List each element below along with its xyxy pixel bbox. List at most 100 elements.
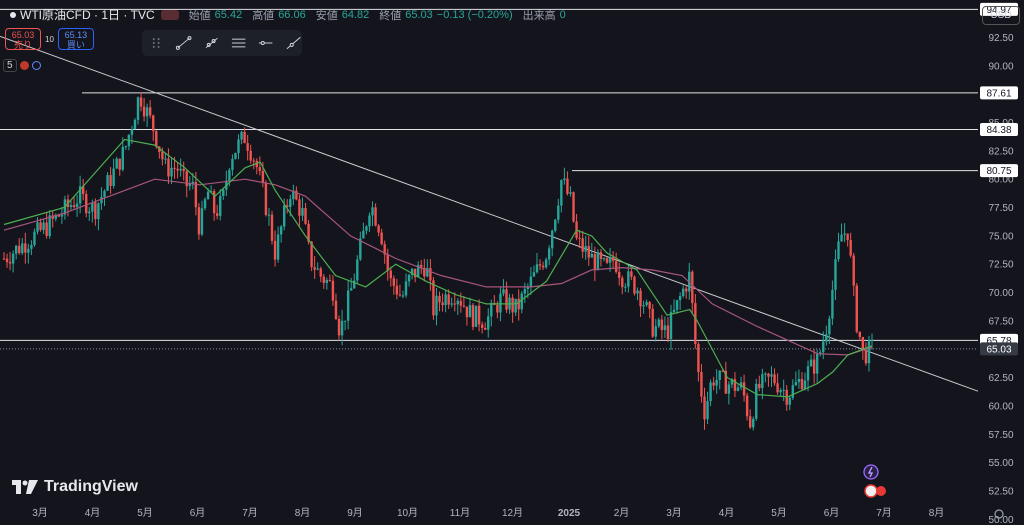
candle-body	[36, 222, 39, 232]
current-price-badge[interactable]	[980, 342, 1018, 356]
indicator-value[interactable]: 5	[3, 59, 17, 72]
candle-body	[706, 401, 709, 420]
candle-body	[819, 352, 822, 354]
candle-body	[666, 325, 670, 340]
candle-body	[164, 158, 167, 160]
candle-body	[215, 213, 219, 216]
candle-body	[401, 295, 405, 297]
level-price-badge[interactable]	[980, 164, 1018, 178]
y-tick-label: 80.00	[988, 175, 1013, 186]
candle-body	[584, 246, 587, 252]
level-price-badge[interactable]	[980, 86, 1018, 100]
candle-body	[770, 374, 773, 377]
event-icons[interactable]	[863, 464, 886, 498]
currency-selector[interactable]: USD	[982, 6, 1020, 25]
y-tick-label: 82.50	[988, 146, 1013, 157]
candle-body	[435, 295, 438, 316]
candle-body	[654, 326, 657, 337]
horizontal-line-tool-icon[interactable]	[257, 35, 274, 51]
candle-body	[541, 265, 545, 268]
sync-icon[interactable]	[31, 61, 41, 70]
x-tick-label: 3月	[32, 507, 48, 519]
market-status-icon[interactable]	[160, 9, 179, 20]
candle-body	[295, 190, 298, 200]
extended-line-tool-icon[interactable]	[285, 35, 302, 51]
indicator-legend[interactable]: 5	[3, 59, 41, 72]
level-price-badge[interactable]	[980, 122, 1018, 136]
parallel-channel-tool-icon[interactable]	[230, 35, 247, 51]
candle-body	[292, 190, 295, 200]
candle-body	[182, 168, 185, 172]
flag-event-icon[interactable]	[864, 484, 878, 498]
candle-body	[846, 233, 849, 241]
candle-body	[730, 379, 734, 385]
candle-body	[532, 272, 536, 277]
candle-body	[450, 303, 453, 305]
candle-body	[779, 390, 782, 393]
close-label: 終値	[379, 9, 402, 22]
candle-body	[822, 341, 825, 353]
trend-line-tool-icon[interactable]	[175, 35, 192, 51]
candle-body	[773, 374, 776, 384]
candle-body	[715, 379, 718, 386]
lightning-event-icon[interactable]	[863, 464, 879, 480]
flag-event-icon-2[interactable]	[876, 486, 886, 496]
candle-body	[334, 300, 338, 319]
candle-body	[812, 359, 816, 374]
candle-body	[389, 270, 392, 279]
x-tick-label: 6月	[190, 507, 206, 519]
candle-body	[624, 286, 627, 288]
y-tick-label: 92.50	[988, 33, 1013, 44]
candle-body	[849, 240, 852, 256]
alert-icon[interactable]	[19, 61, 29, 70]
close-value: 65.03	[405, 8, 433, 21]
candle-body	[240, 131, 243, 140]
sell-button[interactable]: 65.03 売り	[5, 28, 41, 50]
candle-body	[298, 199, 301, 216]
trend-line[interactable]	[0, 35, 979, 392]
candle-body	[392, 278, 396, 286]
x-tick-label: 8月	[295, 507, 311, 519]
drawing-toolbar	[142, 30, 302, 56]
candle-body	[520, 293, 523, 310]
x-tick-label: 9月	[347, 507, 363, 519]
candle-body	[404, 281, 408, 296]
candle-body	[350, 288, 353, 291]
candle-body	[803, 380, 807, 390]
candle-body	[54, 214, 57, 219]
x-tick-label: 4月	[719, 507, 735, 519]
candle-body	[33, 231, 36, 245]
high-value: 66.06	[278, 8, 306, 21]
candle-body	[417, 264, 420, 278]
y-tick-label: 50.00	[988, 515, 1013, 525]
ray-tool-icon[interactable]	[203, 35, 220, 51]
candle-body	[630, 271, 633, 277]
settings-gear-icon[interactable]	[994, 509, 1004, 519]
candle-body	[742, 382, 746, 396]
candle-body	[188, 183, 191, 187]
candle-body	[547, 248, 551, 260]
candle-body	[843, 233, 846, 235]
candle-body	[310, 241, 313, 268]
buy-button[interactable]: 65.13 買い	[57, 28, 94, 50]
candle-body	[815, 353, 819, 374]
candle-body	[356, 259, 359, 281]
open-value: 65.42	[214, 8, 243, 21]
candle-body	[758, 383, 761, 389]
drag-handle-icon[interactable]	[148, 35, 165, 51]
candle-body	[614, 260, 618, 272]
candle-body	[511, 297, 514, 313]
symbol-title[interactable]: WTI原油CFD · 1日 · TVC	[20, 8, 155, 22]
candle-body	[234, 152, 237, 159]
candle-body	[477, 305, 481, 325]
candle-body	[852, 255, 855, 286]
candle-body	[459, 300, 463, 306]
candle-body	[139, 97, 143, 107]
candle-body	[307, 223, 310, 242]
candle-body	[700, 372, 703, 397]
candle-body	[572, 192, 575, 222]
sell-price: 65.03	[11, 30, 35, 40]
candle-body	[413, 268, 417, 278]
tradingview-logo: TradingView	[12, 478, 138, 496]
